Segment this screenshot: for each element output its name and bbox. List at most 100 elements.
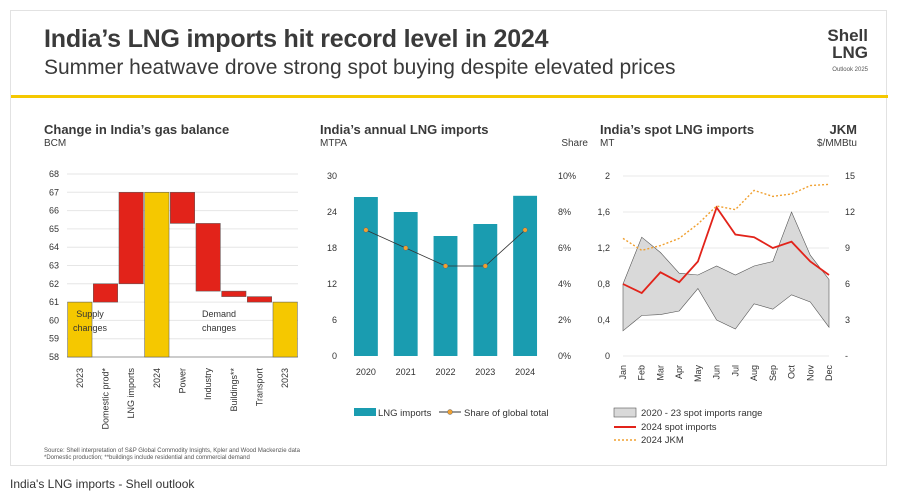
share-point	[522, 227, 528, 233]
y2-tick-label: 2%	[558, 315, 571, 325]
waterfall-bar	[93, 283, 118, 303]
y-tick-label: 61	[49, 297, 59, 307]
y-tick-label: 68	[49, 169, 59, 179]
category-label: Transport	[255, 368, 265, 407]
x-tick-label: Jul	[730, 365, 740, 377]
share-point	[442, 263, 449, 269]
y-tick-label: 58	[49, 352, 59, 362]
category-label: Buildings**	[229, 368, 239, 412]
y2-tick-label: 10%	[558, 171, 576, 181]
y2-tick-label: 8%	[558, 207, 571, 217]
waterfall-bar	[221, 290, 247, 297]
imports-bar	[353, 197, 378, 356]
logo-line-1: Shell	[827, 26, 868, 45]
chart2-title: India’s annual LNG imports	[320, 122, 489, 137]
slide: India’s LNG imports hit record level in …	[10, 10, 888, 466]
waterfall-chart: Change in India’s gas balance BCM 58 59 60…	[44, 122, 298, 430]
imports-bar	[513, 195, 538, 356]
waterfall-bar	[67, 301, 93, 358]
x-tick-label: Sep	[768, 365, 778, 381]
x-tick-label: 2020	[356, 367, 376, 377]
category-label: Power	[178, 368, 188, 394]
imports-bar	[433, 236, 458, 356]
imports-bar	[473, 224, 498, 356]
x-tick-label: Aug	[749, 365, 759, 381]
legend-label-jkm: 2024 JKM	[641, 435, 684, 446]
y-tick-label: 67	[49, 187, 59, 197]
footnote: *Domestic production; **buildings includ…	[44, 455, 250, 461]
y2-tick-label: 15	[845, 171, 855, 181]
chart3-y2label-2: $/MMBtu	[817, 138, 857, 149]
y-tick-label: 62	[49, 279, 59, 289]
waterfall-bar	[272, 301, 298, 358]
legend-swatch-range	[613, 407, 637, 418]
logo-subtext: Outlook 2025	[832, 67, 868, 73]
page-title: India’s LNG imports hit record level in …	[44, 25, 549, 53]
y-tick-label: 18	[327, 243, 337, 253]
y2-tick-label: 4%	[558, 279, 571, 289]
demand-annotation-1: Demand	[202, 309, 236, 319]
y2-tick-label: 12	[845, 207, 855, 217]
chart1-title: Change in India’s gas balance	[44, 122, 229, 137]
logo-line-2: LNG	[832, 43, 868, 62]
y-tick-label: 66	[49, 206, 59, 216]
y2-tick-label: 0%	[558, 351, 571, 361]
y-tick-label: 65	[49, 224, 59, 234]
legend-label-share: Share of global total	[464, 408, 549, 419]
waterfall-bar	[247, 296, 272, 303]
source-note: Source: Shell interpretation of S&P Glob…	[44, 448, 301, 454]
supply-annotation-2: changes	[73, 323, 108, 333]
x-tick-label: Jan	[618, 365, 628, 380]
x-tick-label: Mar	[655, 365, 665, 381]
supply-annotation-1: Supply	[76, 309, 104, 319]
chart3-y2label-1: JKM	[830, 122, 857, 137]
x-tick-label: 2022	[435, 367, 455, 377]
x-tick-label: Apr	[674, 365, 684, 379]
y2-tick-label: 3	[845, 315, 850, 325]
annual-imports-chart: India’s annual LNG imports MTPA Share 0 6…	[320, 122, 588, 419]
legend-label-imports: LNG imports	[378, 408, 432, 419]
demand-annotation-2: changes	[202, 323, 237, 333]
y-tick-label: 12	[327, 279, 337, 289]
x-tick-label: Nov	[805, 365, 815, 382]
y2-tick-label: 9	[845, 243, 850, 253]
x-tick-label: 2021	[396, 367, 416, 377]
logo: Shell LNG	[827, 27, 868, 61]
spot-imports-line	[622, 205, 830, 295]
y2-tick-label: 6	[845, 279, 850, 289]
x-tick-label: May	[693, 365, 703, 383]
legend-label-range: 2020 - 23 spot imports range	[641, 408, 762, 419]
y-tick-label: 6	[332, 315, 337, 325]
y-tick-label: 0	[605, 351, 610, 361]
x-tick-label: 2024	[515, 367, 535, 377]
caption: India's LNG imports - Shell outlook	[10, 477, 195, 491]
y-tick-label: 30	[327, 171, 337, 181]
y-tick-label: 64	[49, 242, 59, 252]
y-tick-label: 2	[605, 171, 610, 181]
y-tick-label: 0	[332, 351, 337, 361]
category-label: 2023	[75, 368, 85, 388]
x-tick-label: Jun	[712, 365, 722, 380]
share-point	[482, 263, 488, 269]
share-point	[403, 245, 409, 251]
waterfall-bar	[195, 223, 221, 292]
chart3-title: India’s spot LNG imports	[600, 122, 754, 137]
jkm-line	[622, 183, 830, 252]
x-tick-label: Feb	[637, 365, 647, 381]
category-label: Domestic prod*	[101, 368, 111, 430]
y-tick-label: 60	[49, 315, 59, 325]
range-band	[622, 211, 830, 332]
legend-label-spot: 2024 spot imports	[641, 422, 717, 433]
category-label: 2023	[280, 368, 290, 388]
header-divider	[11, 95, 888, 98]
y-tick-label: 1,2	[597, 243, 610, 253]
y-tick-label: 63	[49, 261, 59, 271]
y-tick-label: 1,6	[597, 207, 610, 217]
category-label: 2024	[152, 368, 162, 388]
y2-tick-label: -	[845, 351, 848, 361]
imports-bar	[393, 212, 418, 356]
y-tick-label: 0,8	[597, 279, 610, 289]
x-tick-label: Dec	[824, 365, 834, 382]
share-point	[363, 227, 369, 233]
waterfall-bar	[170, 192, 195, 224]
